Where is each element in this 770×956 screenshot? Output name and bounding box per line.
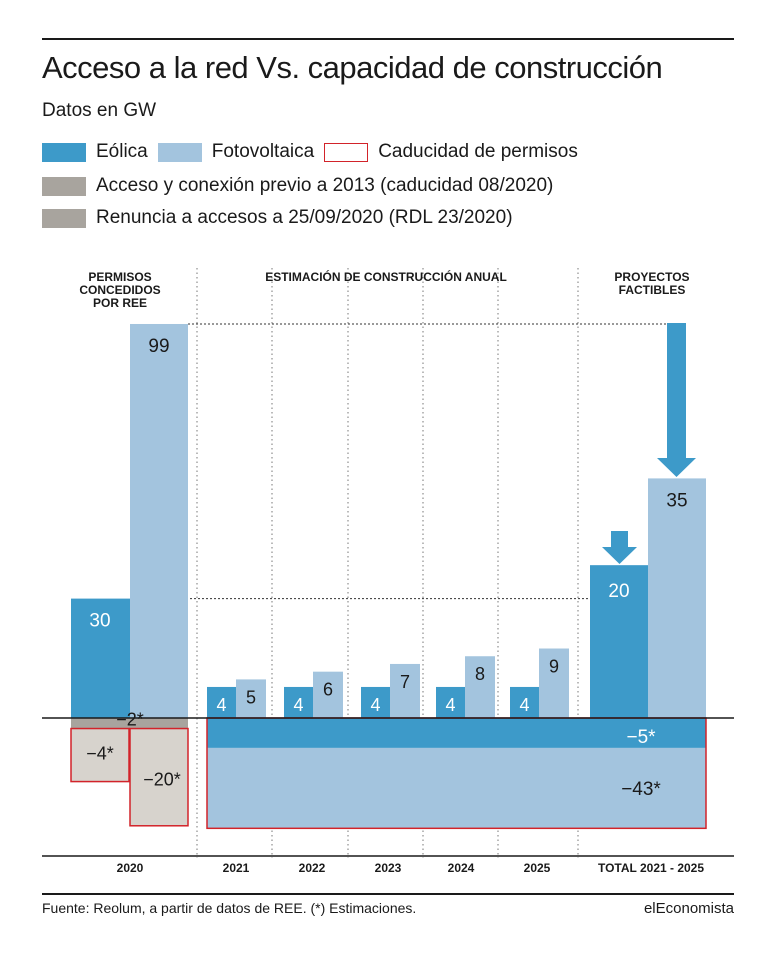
bar-fotovoltaica-2020 <box>130 323 188 718</box>
legend-item-renuncia: Renuncia a accesos a 25/09/2020 (RDL 23/… <box>42 207 513 229</box>
legend-label-caducidad: Caducidad de permisos <box>378 141 578 162</box>
bar-label-renuncia-eolica-2020: −4* <box>86 744 114 764</box>
x-tick-label-2022: 2022 <box>299 861 326 875</box>
legend-item-acceso: Acceso y conexión previo a 2013 (caducid… <box>42 175 553 197</box>
legend-label-renuncia: Renuncia a accesos a 25/09/2020 (RDL 23/… <box>96 207 513 228</box>
legend-item-eolica: Eólica <box>42 141 148 163</box>
x-tick-label-2024: 2024 <box>448 861 475 875</box>
bar-eolica-2020 <box>71 598 130 718</box>
legend-item-fotovoltaica: Fotovoltaica <box>157 141 315 163</box>
legend-row-3: Renuncia a accesos a 25/09/2020 (RDL 23/… <box>42 207 523 229</box>
bar-eolica-2025 <box>510 686 539 718</box>
bar-fotovoltaica-2024 <box>465 656 495 718</box>
arrow-down-fotovoltaica <box>657 323 696 477</box>
bar-label-fotovoltaica-2025: 9 <box>549 657 559 677</box>
bar-caducidad-eolica-2021-2025 <box>207 718 706 748</box>
bar-label-renuncia-fotovoltaica-2020: −20* <box>143 770 181 790</box>
top-rule <box>42 38 734 40</box>
bar-label-eolica-total: 20 <box>608 581 629 602</box>
bar-eolica-total <box>590 565 648 718</box>
bar-caducidad-fotovoltaica-2021-2025 <box>207 747 706 829</box>
bar-acceso-2020 <box>71 718 188 729</box>
bar-label-eolica-2022: 4 <box>293 695 303 715</box>
section-header-proyectos-0: PROYECTOS <box>614 270 689 284</box>
section-header-proyectos-1: FACTIBLES <box>619 283 686 297</box>
bar-label-fotovoltaica-2024: 8 <box>475 664 485 684</box>
x-tick-label-2025: 2025 <box>524 861 551 875</box>
legend-swatch-fotovoltaica <box>157 142 202 162</box>
bar-label-fotovoltaica-total: 35 <box>666 490 687 511</box>
section-header-estimacion: ESTIMACIÓN DE CONSTRUCCIÓN ANUAL <box>265 269 507 284</box>
legend-label-fotovoltaica: Fotovoltaica <box>211 141 315 162</box>
bar-label-acceso-2020: −2* <box>116 710 144 730</box>
bar-label-fotovoltaica-2022: 6 <box>323 680 333 700</box>
bar-label-caducidad-fotovoltaica: −43* <box>621 779 661 800</box>
bar-label-fotovoltaica-2023: 7 <box>400 672 410 692</box>
bar-renuncia-eolica-2020 <box>70 727 130 783</box>
bar-label-eolica-2020: 30 <box>89 611 110 632</box>
bar-label-eolica-2021: 4 <box>216 695 226 715</box>
section-header-permisos-0: PERMISOS <box>88 270 151 284</box>
bar-eolica-2023 <box>361 686 390 718</box>
bar-label-fotovoltaica-2021: 5 <box>246 687 256 707</box>
bar-eolica-2024 <box>436 686 465 718</box>
x-tick-label-TOTAL2021-2025: TOTAL 2021 - 2025 <box>598 861 704 875</box>
bar-label-eolica-2025: 4 <box>519 695 529 715</box>
x-tick-label-2020: 2020 <box>117 861 144 875</box>
bar-eolica-2022 <box>284 686 313 718</box>
legend-label-eolica: Eólica <box>96 141 148 162</box>
section-header-permisos-1: CONCEDIDOS <box>79 283 160 297</box>
bar-eolica-2021 <box>207 686 236 718</box>
legend-swatch-caducidad <box>324 142 369 162</box>
legend-row-1: Eólica Fotovoltaica Caducidad de permiso… <box>42 141 588 163</box>
bar-fotovoltaica-2025 <box>539 648 569 718</box>
x-tick-label-2021: 2021 <box>223 861 250 875</box>
bar-fotovoltaica-2022 <box>313 671 343 718</box>
chart-subtitle: Datos en GW <box>42 100 157 121</box>
source-note: Fuente: Reolum, a partir de datos de REE… <box>42 900 417 916</box>
section-header-permisos-2: POR REE <box>93 296 147 310</box>
legend-swatch-eolica <box>42 142 86 162</box>
legend-row-2: Acceso y conexión previo a 2013 (caducid… <box>42 175 563 197</box>
footer-rule <box>42 893 734 895</box>
bar-label-caducidad-eolica: −5* <box>626 727 656 748</box>
bar-fotovoltaica-2021 <box>236 679 266 718</box>
x-tick-label-2023: 2023 <box>375 861 402 875</box>
legend-item-caducidad: Caducidad de permisos <box>324 141 578 163</box>
legend-swatch-renuncia <box>42 208 86 228</box>
bar-label-fotovoltaica-2020: 99 <box>148 336 169 357</box>
legend-swatch-acceso <box>42 176 86 196</box>
bar-fotovoltaica-2023 <box>390 663 420 718</box>
bar-fotovoltaica-total <box>648 478 706 718</box>
bar-renuncia-fotovoltaica-2020 <box>129 727 189 827</box>
brand-logo: elEconomista <box>643 900 734 917</box>
bar-label-eolica-2024: 4 <box>445 695 455 715</box>
legend-label-acceso: Acceso y conexión previo a 2013 (caducid… <box>96 175 554 196</box>
bar-label-eolica-2023: 4 <box>370 695 380 715</box>
chart-title: Acceso a la red Vs. capacidad de constru… <box>42 50 663 85</box>
arrow-down-eolica <box>602 531 637 564</box>
